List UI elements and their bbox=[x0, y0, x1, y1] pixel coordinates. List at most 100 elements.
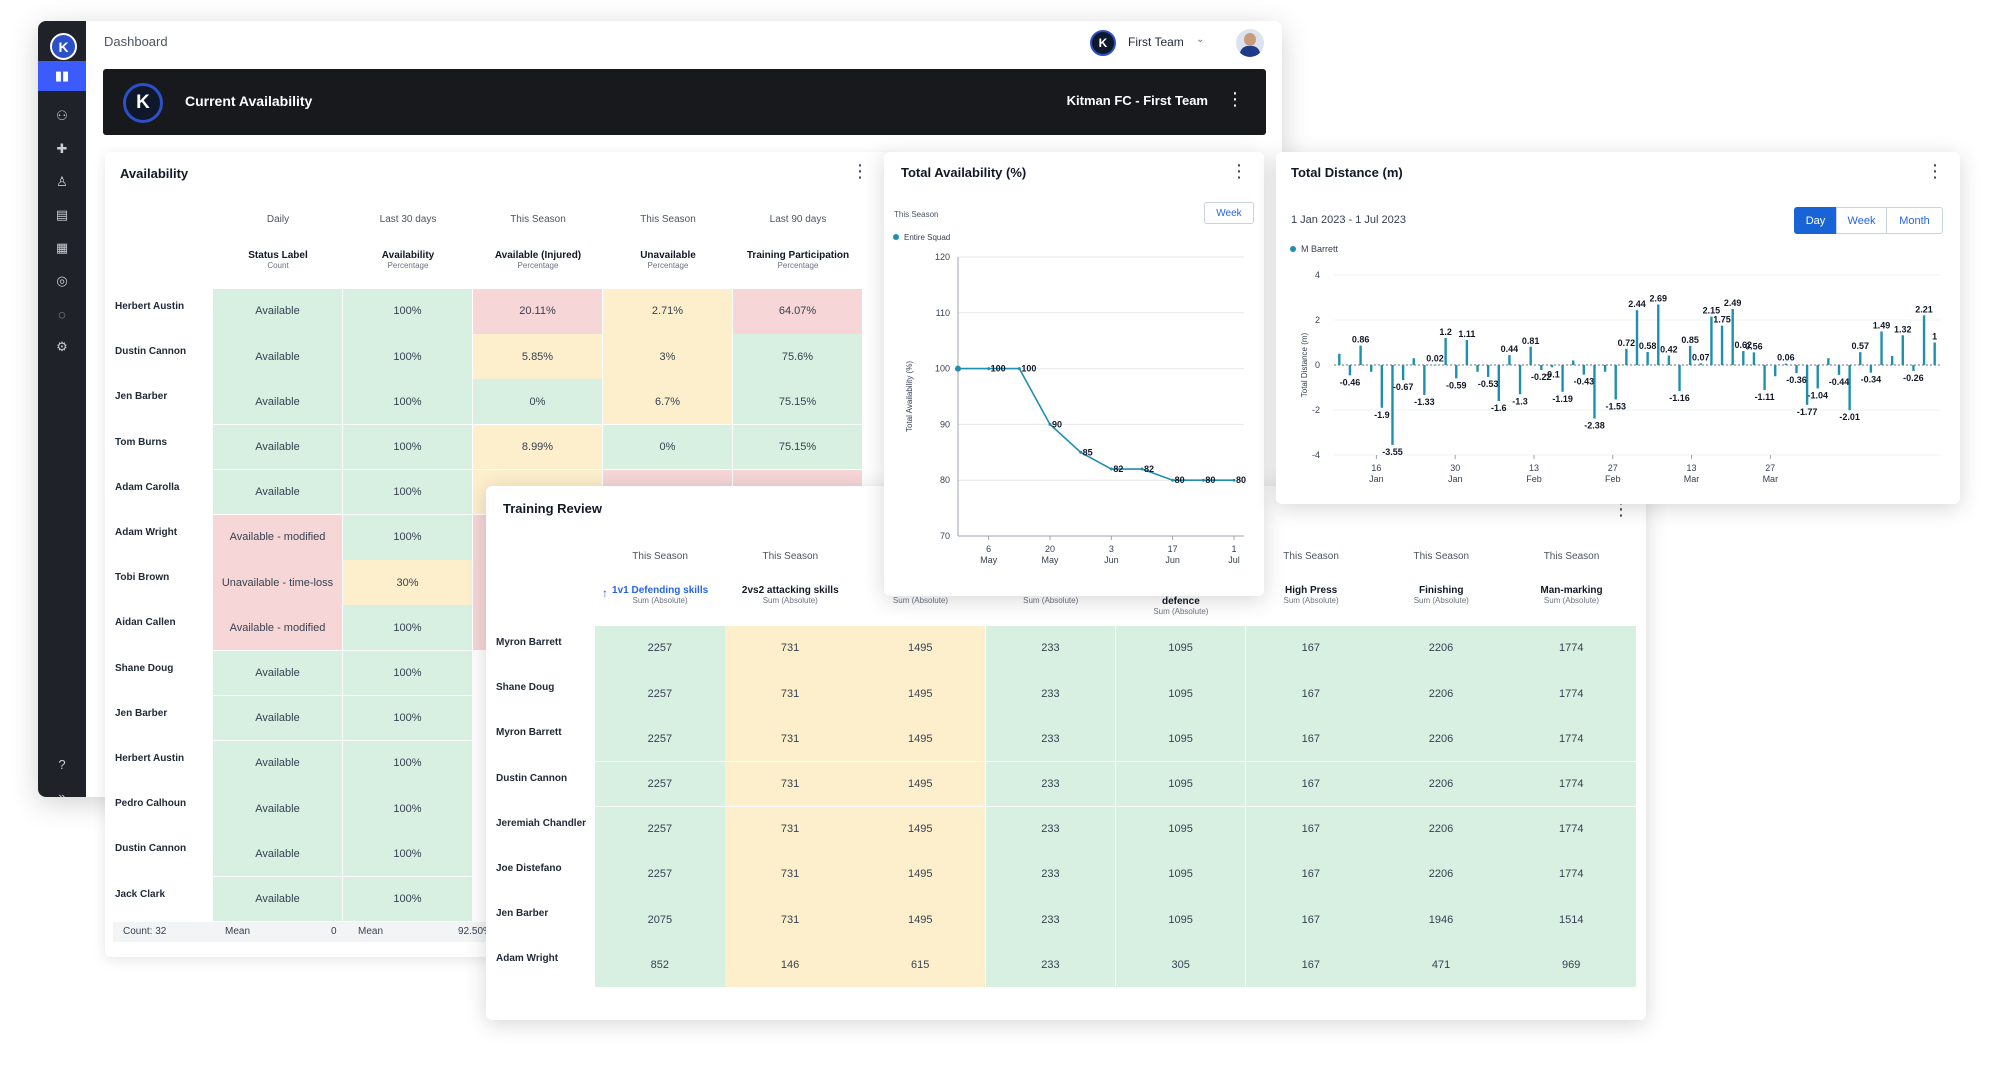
table-cell: 100% bbox=[343, 831, 472, 877]
row-athlete-name[interactable]: Tom Burns bbox=[115, 436, 168, 448]
column-header[interactable]: Availability Percentage bbox=[343, 250, 473, 271]
table-cell: Available bbox=[213, 469, 342, 515]
banner-more-icon[interactable]: ⋮ bbox=[1226, 89, 1244, 109]
data-label: -0.59 bbox=[1446, 380, 1467, 390]
column-header[interactable]: Unavailable Percentage bbox=[603, 250, 733, 271]
row-athlete-name[interactable]: Jen Barber bbox=[115, 391, 168, 403]
table-cell: 2.71% bbox=[603, 289, 732, 334]
row-athlete-name[interactable]: Jeremiah Chandler bbox=[496, 817, 587, 829]
table-cell: 100% bbox=[343, 741, 472, 786]
club-logo-icon: K bbox=[123, 83, 163, 123]
bar bbox=[1338, 353, 1341, 365]
forms-icon[interactable]: ▤ bbox=[55, 207, 69, 222]
data-label: 1.32 bbox=[1894, 324, 1912, 334]
chevron-down-icon[interactable]: ⌄ bbox=[1196, 34, 1205, 45]
table-cell: Available - modified bbox=[213, 605, 342, 651]
row-athlete-name[interactable]: Dustin Cannon bbox=[496, 772, 568, 784]
column-header[interactable]: Available (Injured) Percentage bbox=[473, 250, 603, 271]
analytics-icon[interactable]: ▮▮ bbox=[38, 61, 86, 91]
row-athlete-name[interactable]: Adam Wright bbox=[496, 953, 559, 965]
row-athlete-name[interactable]: Aidan Callen bbox=[115, 617, 176, 629]
column-header[interactable]: High Press Sum (Absolute) bbox=[1246, 585, 1376, 606]
data-label: -1.6 bbox=[1491, 403, 1507, 413]
planning-icon[interactable]: ◎ bbox=[56, 273, 68, 288]
bar bbox=[1710, 316, 1713, 365]
sort-ascending-icon[interactable]: ↑ bbox=[602, 586, 608, 600]
date-range[interactable]: 1 Jan 2023 - 1 Jul 2023 bbox=[1291, 214, 1406, 226]
team-selector[interactable]: First Team bbox=[1128, 35, 1184, 49]
data-label: 1.49 bbox=[1873, 320, 1891, 330]
row-athlete-name[interactable]: Dustin Cannon bbox=[115, 843, 187, 855]
row-athlete-name[interactable]: Shane Doug bbox=[496, 682, 555, 694]
x-tick-label: 17 bbox=[1168, 544, 1178, 554]
row-athlete-name[interactable]: Joe Distefano bbox=[496, 863, 562, 874]
avatar[interactable] bbox=[1236, 29, 1264, 57]
column-group-label: This Season bbox=[762, 551, 819, 562]
column-header[interactable]: 1v1 Defending skills Sum (Absolute) bbox=[595, 585, 725, 606]
help-icon[interactable]: ? bbox=[58, 756, 66, 772]
table-cell: 2257 bbox=[595, 626, 725, 671]
row-athlete-name[interactable]: Jen Barber bbox=[496, 908, 549, 920]
table-cell: Available bbox=[213, 741, 342, 786]
row-athlete-name[interactable]: Adam Carolla bbox=[115, 481, 180, 493]
column-header[interactable]: Finishing Sum (Absolute) bbox=[1376, 585, 1506, 606]
data-label: 2.15 bbox=[1703, 306, 1721, 316]
column-header[interactable]: Training Participation Percentage bbox=[733, 250, 863, 271]
column-header[interactable]: 2vs2 attacking skills Sum (Absolute) bbox=[725, 585, 855, 606]
row-athlete-name[interactable]: Dustin Cannon bbox=[115, 346, 187, 358]
messages-icon[interactable]: ◌ bbox=[58, 306, 66, 322]
table-cell: Available bbox=[213, 876, 342, 922]
bar bbox=[1380, 365, 1384, 408]
expand-sidebar-icon[interactable]: » bbox=[58, 788, 66, 798]
widget-more-icon[interactable]: ⋮ bbox=[1230, 161, 1248, 181]
bar bbox=[1593, 365, 1596, 419]
segment-day[interactable]: Day bbox=[1794, 207, 1837, 234]
data-label: -1.3 bbox=[1512, 396, 1528, 406]
row-athlete-name[interactable]: Myron Barrett bbox=[496, 727, 562, 739]
total-availability-widget: Total Availability (%) ⋮ This Season Wee… bbox=[884, 152, 1264, 596]
data-label: -0.43 bbox=[1574, 377, 1595, 387]
data-label: -1.04 bbox=[1807, 390, 1828, 400]
segment-month[interactable]: Month bbox=[1886, 207, 1943, 234]
week-button[interactable]: Week bbox=[1204, 202, 1254, 224]
segment-week[interactable]: Week bbox=[1836, 207, 1887, 234]
bar bbox=[1869, 365, 1873, 373]
table-cell: 731 bbox=[725, 671, 855, 717]
table-cell: 167 bbox=[1246, 716, 1376, 762]
settings-icon[interactable]: ⚙ bbox=[56, 339, 68, 354]
column-header[interactable]: Man-marking Sum (Absolute) bbox=[1506, 585, 1636, 606]
widget-more-icon[interactable]: ⋮ bbox=[1926, 161, 1944, 181]
row-athlete-name[interactable]: Herbert Austin bbox=[115, 753, 185, 764]
data-label: 2.69 bbox=[1649, 293, 1667, 303]
row-athlete-name[interactable]: Shane Doug bbox=[115, 662, 174, 674]
breadcrumb[interactable]: Dashboard bbox=[104, 34, 168, 49]
calendar-icon[interactable]: ▦ bbox=[55, 240, 69, 255]
x-tick-label: 27 bbox=[1765, 463, 1775, 473]
column-header[interactable]: Status Label Count bbox=[213, 250, 343, 271]
data-label: 0.06 bbox=[1777, 353, 1795, 363]
row-athlete-name[interactable]: Tobi Brown bbox=[115, 572, 170, 584]
y-tick-label: 110 bbox=[936, 308, 950, 318]
widget-title: Availability bbox=[120, 166, 189, 181]
footer-mean-value: 0 bbox=[331, 926, 337, 937]
row-athlete-name[interactable]: Herbert Austin bbox=[115, 301, 185, 312]
kitman-logo-icon[interactable]: K bbox=[50, 33, 77, 60]
series-line bbox=[958, 367, 1234, 482]
table-cell: Available bbox=[213, 334, 342, 379]
row-athlete-name[interactable]: Pedro Calhoun bbox=[115, 798, 187, 810]
bar bbox=[1561, 365, 1564, 392]
row-athlete-name[interactable]: Jen Barber bbox=[115, 707, 168, 719]
athlete-icon[interactable]: ♙ bbox=[56, 174, 68, 189]
medical-icon[interactable]: ✚ bbox=[56, 141, 68, 156]
column-group-label: Last 30 days bbox=[379, 214, 437, 225]
widget-more-icon[interactable]: ⋮ bbox=[851, 161, 869, 181]
data-point bbox=[1017, 367, 1021, 371]
row-athlete-name[interactable]: Myron Barrett bbox=[496, 637, 562, 648]
row-athlete-name[interactable]: Adam Wright bbox=[115, 527, 178, 538]
row-athlete-name[interactable]: Jack Clark bbox=[115, 888, 166, 900]
bar bbox=[1763, 365, 1766, 390]
x-tick-label: Mar bbox=[1684, 474, 1700, 484]
widget-more-icon[interactable]: ⋮ bbox=[1612, 499, 1630, 519]
data-label: 80 bbox=[1205, 475, 1215, 485]
squad-icon[interactable]: ⚇ bbox=[56, 108, 68, 123]
